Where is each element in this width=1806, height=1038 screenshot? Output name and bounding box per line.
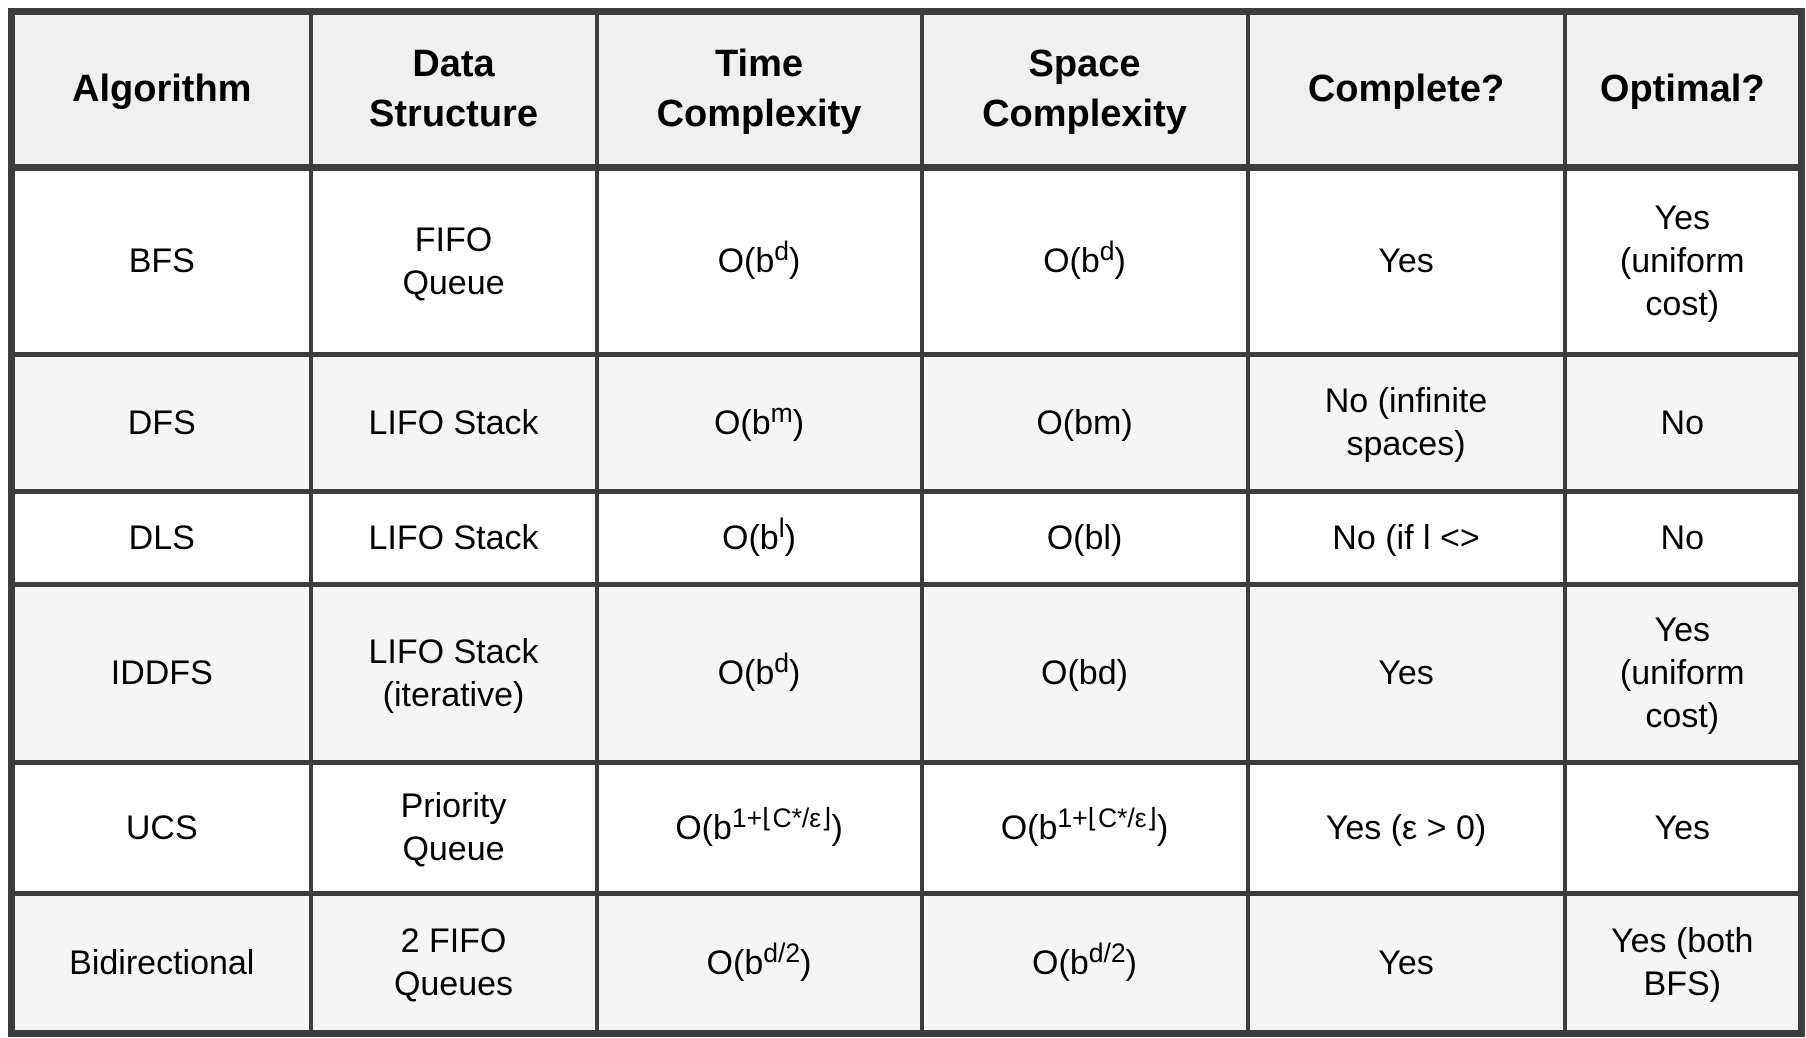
cell-complete: Yes (ε > 0) <box>1245 760 1567 896</box>
cell-space-complexity: O(bl) <box>919 489 1250 587</box>
cell-data-structure: LIFO Stack <box>308 352 599 494</box>
table-row-bidirectional: Bidirectional 2 FIFO Queues O(bd/2) O(bd/… <box>9 891 1804 1036</box>
cell-optimal: No <box>1562 352 1804 494</box>
cell-space-complexity: O(bm) <box>919 352 1250 494</box>
cell-complete: No (infinite spaces) <box>1245 352 1567 494</box>
cell-algorithm: DFS <box>9 352 313 494</box>
cell-optimal: Yes (uniform cost) <box>1562 582 1804 765</box>
cell-space-complexity: O(bd) <box>919 582 1250 765</box>
table-row-dfs: DFS LIFO Stack O(bm) O(bm) No (infinite s… <box>9 352 1804 494</box>
cell-optimal: No <box>1562 489 1804 587</box>
cell-complete: Yes <box>1245 891 1567 1036</box>
cell-time-complexity: O(bd) <box>594 582 924 765</box>
cell-optimal: Yes <box>1562 760 1804 896</box>
table-row-ucs: UCS Priority Queue O(b1+⌊C*/ε⌋) O(b1+⌊C*/… <box>9 760 1804 896</box>
table-row-iddfs: IDDFS LIFO Stack (iterative) O(bd) O(bd) … <box>9 582 1804 765</box>
col-header-algorithm: Algorithm <box>9 9 313 171</box>
cell-optimal: Yes (both BFS) <box>1562 891 1804 1036</box>
cell-optimal: Yes (uniform cost) <box>1562 165 1804 357</box>
cell-time-complexity: O(bm) <box>594 352 924 494</box>
col-header-time-complexity: Time Complexity <box>594 9 924 171</box>
cell-space-complexity: O(b1+⌊C*/ε⌋) <box>919 760 1250 896</box>
search-algorithms-table: Algorithm Data Structure Time Complexity S… <box>8 8 1805 1037</box>
table-row-dls: DLS LIFO Stack O(bl) O(bl) No (if l <> N… <box>9 489 1804 587</box>
cell-algorithm: DLS <box>9 489 313 587</box>
cell-time-complexity: O(bd) <box>594 165 924 357</box>
cell-time-complexity: O(bl) <box>594 489 924 587</box>
cell-data-structure: Priority Queue <box>308 760 599 896</box>
cell-algorithm: UCS <box>9 760 313 896</box>
cell-space-complexity: O(bd) <box>919 165 1250 357</box>
cell-data-structure: LIFO Stack <box>308 489 599 587</box>
col-header-space-complexity: Space Complexity <box>919 9 1250 171</box>
cell-time-complexity: O(bd/2) <box>594 891 924 1036</box>
cell-algorithm: IDDFS <box>9 582 313 765</box>
cell-data-structure: 2 FIFO Queues <box>308 891 599 1036</box>
cell-data-structure: LIFO Stack (iterative) <box>308 582 599 765</box>
cell-algorithm: Bidirectional <box>9 891 313 1036</box>
cell-space-complexity: O(bd/2) <box>919 891 1250 1036</box>
col-header-optimal: Optimal? <box>1562 9 1804 171</box>
cell-algorithm: BFS <box>9 165 313 357</box>
table-row-bfs: BFS FIFO Queue O(bd) O(bd) Yes Yes (unifor… <box>9 165 1804 357</box>
header-row: Algorithm Data Structure Time Complexity S… <box>9 9 1804 171</box>
cell-complete: No (if l <> <box>1245 489 1567 587</box>
cell-complete: Yes <box>1245 582 1567 765</box>
cell-time-complexity: O(b1+⌊C*/ε⌋) <box>594 760 924 896</box>
cell-data-structure: FIFO Queue <box>308 165 599 357</box>
col-header-data-structure: Data Structure <box>308 9 599 171</box>
cell-complete: Yes <box>1245 165 1567 357</box>
col-header-complete: Complete? <box>1245 9 1567 171</box>
